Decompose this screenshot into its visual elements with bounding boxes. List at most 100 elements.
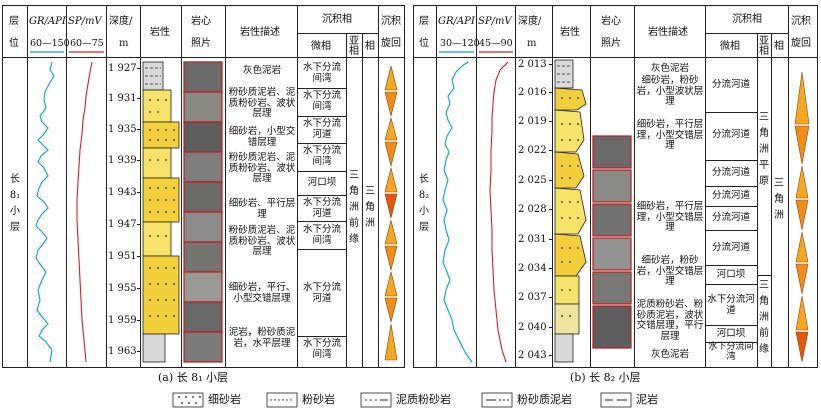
col-depth-bot: m (119, 38, 129, 49)
microfacies-cell: 分流河道 (711, 190, 750, 201)
microfacies-cell: 分流河道 (711, 167, 750, 178)
facies-label: 三角洲 (365, 186, 375, 229)
desc-text: 细砂岩，平行、小型交错层理 (228, 282, 296, 304)
microfacies-cell: 水下分流河道 (302, 118, 341, 140)
facies-label: 三角洲 (774, 178, 784, 221)
col-desc: 岩性描述 (648, 27, 688, 38)
subfacies-label: 三角洲平原 (759, 112, 769, 187)
depth-label: 1 963 (108, 346, 137, 357)
depth-label: 2 019 (518, 116, 547, 127)
col-core-bot: 照片 (601, 38, 621, 49)
col-microfacies: 微相 (720, 41, 740, 52)
microfacies-cell: 水下分流河道 (302, 197, 341, 219)
col-cycle-bot: 旋回 (791, 38, 811, 49)
col-lith: 岩性 (150, 27, 170, 38)
panel-a: 层 位 GR/API 60—150 SP/mV 60—75 深度/ m 岩性 岩… (0, 0, 408, 370)
legend-label: 粉砂质泥岩 (517, 393, 572, 406)
col-depth-top: 深度/ (518, 16, 542, 27)
layer-label: 长8₂小层 (418, 174, 430, 233)
col-sub-top: 亚 (759, 36, 769, 47)
microfacies-cell: 水下分流间湾 (302, 145, 341, 167)
col-layer-top: 层 (419, 16, 429, 27)
legend-label: 泥岩 (636, 393, 658, 406)
desc-text: 细砂岩，小型交错层理 (228, 126, 296, 148)
depth-label: 1 959 (108, 315, 137, 326)
caption-b: (b) 长 8₂ 小层 (570, 371, 641, 384)
col-gr: GR/API (29, 16, 66, 27)
desc-text: 细砂岩，粉砂岩，小型波状层理 (636, 75, 704, 107)
depth-label: 1 947 (108, 219, 137, 230)
depth-label: 2 013 (518, 59, 547, 70)
depth-label: 1 935 (108, 124, 137, 135)
microfacies-cell: 分流河道 (711, 212, 750, 223)
microfacies-cell: 水下分流间湾 (708, 342, 754, 362)
desc-text: 粉砂质泥岩、泥质粉砂岩、波状层理 (228, 87, 296, 119)
depth-label: 2 040 (518, 322, 547, 333)
col-depth-bot: m (527, 38, 537, 49)
col-sub-bot: 相 (349, 46, 359, 57)
panel-a-frame (2, 5, 405, 368)
depth-label: 2 037 (518, 292, 547, 303)
col-phase: 相 (774, 41, 784, 52)
col-cycle-top: 沉积 (791, 16, 811, 27)
col-layer-bot: 位 (419, 38, 429, 49)
depth-label: 2 025 (518, 175, 547, 186)
desc-text: 泥岩，粉砂质泥岩，水平层理 (228, 327, 296, 349)
microfacies-cell: 水下分流间湾 (302, 90, 341, 112)
col-sp: SP/mV (68, 16, 102, 27)
col-lith: 岩性 (560, 27, 580, 38)
col-desc: 岩性描述 (240, 27, 280, 38)
microfacies-cell: 水下分流河道 (707, 294, 755, 316)
sp-range: 60—75 (70, 38, 104, 49)
desc-text: 细砂岩，粉砂岩，小型交错层理 (636, 255, 704, 287)
col-facies: 沉积相 (322, 14, 352, 25)
depth-label: 2 043 (518, 350, 547, 361)
microfacies-cell: 分流河道 (711, 129, 750, 140)
col-cycle-top: 沉积 (381, 16, 401, 27)
col-gr: GR/API (438, 16, 475, 27)
panel-b: 层 位 GR/API 30—120 SP/mV 45—90 深度/ m 岩性 岩… (412, 0, 821, 370)
caption-a: (a) 长 8₁ 小层 (158, 371, 229, 384)
depth-label: 1 943 (108, 187, 137, 198)
microfacies-cell: 水下分流间湾 (302, 224, 341, 246)
col-layer-bot: 位 (9, 38, 19, 49)
desc-text: 灰色泥岩 (650, 63, 689, 74)
depth-label: 2 016 (518, 87, 547, 98)
depth-label: 1 939 (108, 155, 137, 166)
microfacies-cell: 分流河道 (711, 242, 750, 253)
desc-text: 粉砂质泥岩、泥质粉砂岩、波状层理 (228, 152, 296, 184)
depth-label: 2 031 (518, 234, 547, 245)
col-depth-top: 深度/ (109, 16, 133, 27)
gr-range: 30—120 (440, 38, 480, 49)
legend-swatches (172, 392, 632, 408)
desc-text: 细砂岩、平行层理 (228, 198, 296, 220)
col-microfacies: 微相 (311, 41, 331, 52)
desc-text: 泥质粉砂岩、粉砂质泥岩，波状交错层理，平行层理 (636, 299, 704, 342)
desc-text: 灰色泥岩 (650, 349, 689, 360)
legend-label: 粉砂岩 (302, 393, 335, 406)
col-cycle-bot: 旋回 (381, 38, 401, 49)
depth-label: 1 931 (108, 93, 137, 104)
desc-text: 细砂岩，平行层理，小型交错层理 (636, 119, 704, 151)
depth-label: 1 951 (108, 251, 137, 262)
col-core-top: 岩心 (601, 16, 621, 27)
col-core-bot: 照片 (191, 38, 211, 49)
subfacies-label: 三角洲前缘 (349, 170, 359, 245)
microfacies-cell: 水下分流河道 (302, 282, 341, 304)
depth-label: 2 022 (518, 145, 547, 156)
depth-label: 2 034 (518, 263, 547, 274)
col-sub-top: 亚 (349, 36, 359, 47)
col-sp: SP/mV (478, 16, 512, 27)
microfacies-cell: 水下分流间湾 (302, 62, 341, 84)
sp-range: 45—90 (479, 38, 513, 49)
panel-b-frame (413, 5, 818, 368)
microfacies-cell: 分流河道 (711, 79, 750, 90)
microfacies-cell: 河口坝 (307, 177, 337, 188)
col-layer-top: 层 (9, 16, 19, 27)
layer-label: 长8₁小层 (9, 174, 21, 233)
depth-label: 2 028 (518, 204, 547, 215)
col-phase: 相 (365, 41, 375, 52)
desc-text: 灰色泥岩 (242, 65, 281, 76)
desc-text: 粉砂质泥岩、泥质粉砂岩、波状层理 (228, 225, 296, 257)
microfacies-cell: 河口坝 (716, 269, 746, 280)
